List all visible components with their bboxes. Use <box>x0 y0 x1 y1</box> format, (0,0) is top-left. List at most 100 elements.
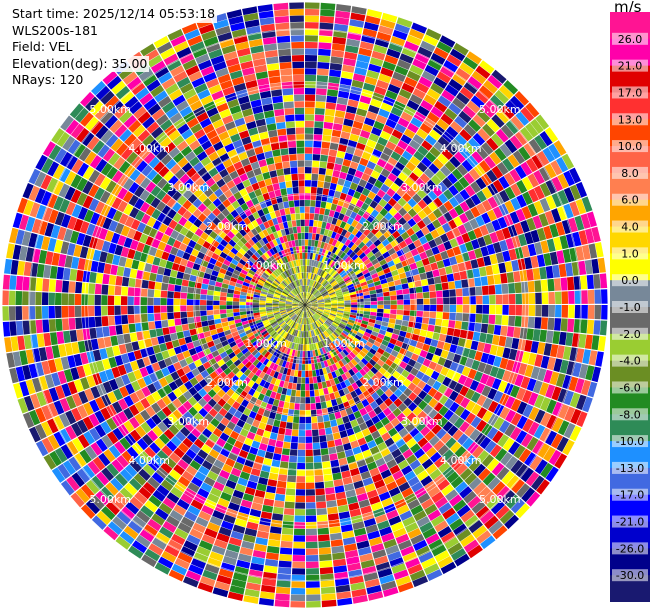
velocity-gate <box>279 547 293 555</box>
velocity-gate <box>19 381 30 397</box>
velocity-gate <box>60 444 73 460</box>
velocity-gate <box>300 305 305 310</box>
velocity-gate <box>176 498 190 511</box>
velocity-gate <box>342 263 349 270</box>
velocity-gate <box>219 432 230 442</box>
velocity-gate <box>279 181 286 189</box>
velocity-gate <box>264 334 271 340</box>
velocity-gate <box>330 310 337 314</box>
velocity-gate <box>175 278 183 286</box>
velocity-gate <box>384 437 395 447</box>
velocity-gate <box>198 23 215 35</box>
velocity-gate <box>301 311 304 318</box>
velocity-gate <box>428 361 438 371</box>
velocity-gate <box>293 307 299 311</box>
velocity-gate <box>535 305 542 317</box>
velocity-gate <box>426 331 434 339</box>
velocity-gate <box>324 421 331 429</box>
velocity-gate <box>245 416 255 425</box>
velocity-gate <box>147 476 160 489</box>
velocity-gate <box>309 279 312 286</box>
velocity-gate <box>470 95 485 109</box>
velocity-gate <box>327 275 333 282</box>
velocity-gate <box>300 305 305 310</box>
velocity-gate <box>356 163 366 173</box>
velocity-gate <box>104 230 115 242</box>
velocity-gate <box>95 438 108 452</box>
velocity-gate <box>173 420 184 431</box>
velocity-gate <box>233 243 242 252</box>
velocity-gate <box>342 317 349 322</box>
velocity-gate <box>448 196 459 208</box>
velocity-gate <box>490 500 505 515</box>
velocity-gate <box>455 481 468 494</box>
velocity-gate <box>306 555 319 562</box>
velocity-gate <box>522 404 534 418</box>
velocity-gate <box>449 156 461 168</box>
velocity-gate <box>52 164 65 180</box>
velocity-gate <box>222 247 231 255</box>
velocity-gate <box>307 350 311 358</box>
velocity-gate <box>368 63 382 73</box>
velocity-gate <box>467 368 477 380</box>
velocity-gate <box>206 107 219 118</box>
velocity-gate <box>380 384 389 393</box>
velocity-gate <box>148 495 162 508</box>
velocity-gate <box>276 580 291 588</box>
velocity-gates <box>2 2 608 608</box>
velocity-gate <box>384 162 394 173</box>
velocity-gate <box>224 143 235 153</box>
velocity-gate <box>397 117 410 128</box>
velocity-gate <box>407 358 417 367</box>
velocity-gate <box>294 515 305 522</box>
velocity-gate <box>225 243 234 251</box>
velocity-gate <box>244 393 253 402</box>
velocity-gate <box>237 328 245 335</box>
velocity-gate <box>136 510 151 524</box>
velocity-gate <box>155 249 164 259</box>
velocity-gate <box>71 204 82 218</box>
velocity-gate <box>296 273 300 280</box>
velocity-gate <box>275 290 282 295</box>
velocity-gate <box>528 305 536 317</box>
velocity-gate <box>307 310 311 317</box>
velocity-gate <box>319 560 333 568</box>
velocity-gate <box>388 427 398 437</box>
velocity-gate <box>322 188 330 196</box>
velocity-gate <box>53 400 65 415</box>
velocity-gate <box>311 306 318 308</box>
velocity-gate <box>305 200 311 207</box>
velocity-gate <box>80 377 90 390</box>
velocity-gate <box>333 225 340 233</box>
velocity-gate <box>212 427 223 438</box>
velocity-gate <box>180 286 188 293</box>
velocity-gate <box>430 370 440 381</box>
velocity-gate <box>326 344 332 352</box>
velocity-gate <box>242 338 250 345</box>
velocity-gate <box>253 434 263 443</box>
velocity-gate <box>359 443 370 452</box>
velocity-gate <box>94 424 107 438</box>
velocity-gate <box>298 443 305 450</box>
velocity-gate <box>167 312 174 320</box>
velocity-gate <box>370 305 378 309</box>
velocity-gate <box>383 453 394 463</box>
velocity-gate <box>241 347 249 355</box>
velocity-gate <box>407 218 417 228</box>
velocity-gate <box>259 379 267 387</box>
velocity-gate <box>346 105 357 114</box>
velocity-gate <box>362 565 377 575</box>
velocity-gate <box>229 105 242 115</box>
velocity-gate <box>213 61 227 72</box>
velocity-gate <box>280 322 287 328</box>
velocity-gate <box>146 254 155 265</box>
velocity-gate <box>269 233 276 241</box>
velocity-gate <box>262 144 272 153</box>
velocity-gate <box>248 155 258 164</box>
velocity-gate <box>297 160 305 167</box>
velocity-gate <box>389 464 401 475</box>
velocity-gate <box>134 296 141 305</box>
velocity-gate <box>530 366 541 380</box>
velocity-gate <box>133 250 142 261</box>
velocity-gate <box>264 323 271 328</box>
